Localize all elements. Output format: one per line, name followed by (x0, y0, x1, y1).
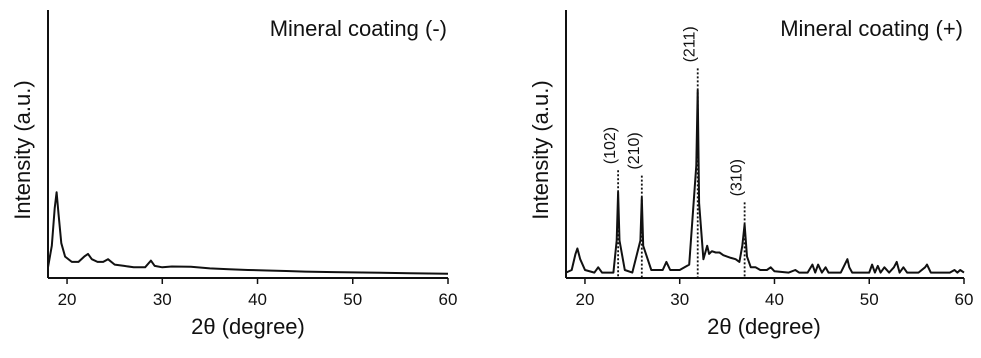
peak-label: (210) (626, 132, 643, 169)
x-ticks: 20 30 40 50 60 (575, 278, 973, 309)
panel-title: Mineral coating (-) (270, 16, 447, 41)
x-tick-label: 60 (439, 290, 458, 309)
axes (47, 10, 448, 279)
peak-label: (211) (682, 26, 699, 62)
xrd-trace (47, 191, 449, 275)
x-axis-title: 2θ (degree) (707, 314, 821, 339)
axes (565, 10, 964, 279)
x-tick-label: 50 (343, 290, 362, 309)
panel-mineral-coating-plus: Mineral coating (+) Intensity (a.u.) 2θ … (528, 10, 973, 339)
x-tick-label: 20 (58, 290, 77, 309)
panel-title: Mineral coating (+) (780, 16, 963, 41)
peak-label: (102) (602, 127, 619, 164)
x-tick-label: 30 (153, 290, 172, 309)
xrd-trace (565, 89, 965, 274)
x-axis-title: 2θ (degree) (191, 314, 305, 339)
x-tick-label: 40 (765, 290, 784, 309)
y-axis-title: Intensity (a.u.) (10, 80, 35, 219)
panel-mineral-coating-minus: Mineral coating (-) Intensity (a.u.) 2θ … (10, 10, 457, 339)
y-axis-title: Intensity (a.u.) (528, 80, 553, 219)
x-tick-label: 50 (860, 290, 879, 309)
x-tick-label: 20 (575, 290, 594, 309)
peak-annotations: (102) (210) (211) (310) (602, 26, 746, 278)
peak-label: (310) (729, 159, 746, 196)
x-ticks: 20 30 40 50 60 (58, 278, 458, 309)
x-tick-label: 30 (670, 290, 689, 309)
x-tick-label: 40 (248, 290, 267, 309)
x-tick-label: 60 (955, 290, 974, 309)
